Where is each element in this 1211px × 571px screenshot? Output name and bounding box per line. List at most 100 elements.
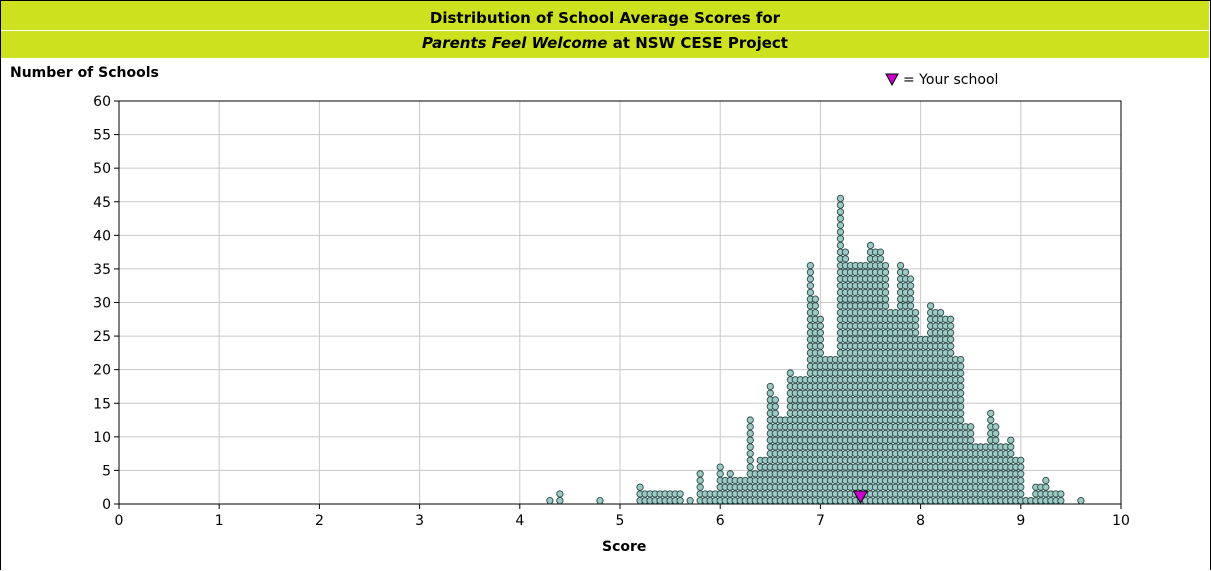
data-dot [836,228,845,236]
data-dot [967,429,975,438]
y-tick-label: 45 [93,195,111,211]
your-school-marker-icon [885,73,899,87]
data-dot [716,470,724,478]
data-dot [1057,497,1065,505]
data-dot [686,497,694,505]
y-tick-label: 40 [93,228,111,244]
data-dot [911,308,920,317]
x-tick-label: 8 [916,513,925,529]
data-dot [1017,476,1025,485]
x-tick-label: 9 [1016,513,1025,529]
data-dot [1057,490,1065,498]
chart-title-line-1: Distribution of School Average Scores fo… [429,9,781,27]
data-dot [746,423,754,431]
data-dot [947,342,955,350]
data-dot [957,403,965,411]
data-dot [1017,483,1025,491]
your-school-marker-triangle [852,490,869,504]
data-dot [911,315,920,323]
data-dot [957,416,965,424]
y-tick-label: 50 [93,161,111,177]
data-dot [957,362,965,370]
data-dot [992,423,1000,431]
plot-border [118,100,1122,505]
data-dot [806,288,814,297]
data-dot [746,456,754,464]
data-dot [746,429,754,438]
data-dot [947,349,955,357]
data-dot [1042,483,1050,491]
data-dot [556,497,564,505]
data-dot [836,221,845,229]
data-dot [881,282,890,290]
data-dot [881,268,890,276]
x-axis-label: Score [602,539,647,555]
data-dot [771,409,779,417]
chart-title-topic: Parents Feel Welcome [422,34,608,52]
data-dot [811,302,819,310]
data-dot [766,389,774,397]
legend-label: = Your school [903,72,999,88]
data-dot [786,369,794,377]
grid-lines [118,100,1122,505]
data-dot [746,463,754,471]
data-dot [746,450,754,458]
chart-title-line-2: Parents Feel Welcome at NSW CESE Project [1,34,1209,52]
data-dot [746,443,754,451]
data-dot [947,335,955,344]
data-dot [806,261,814,270]
data-dot [957,376,965,384]
x-tick-label: 5 [616,513,625,529]
data-dot [816,322,825,330]
data-dot [881,288,890,297]
data-dot [881,275,890,283]
data-dot [676,497,684,505]
y-tick-label: 0 [102,497,111,513]
data-dot [927,302,935,310]
data-dot [816,315,825,323]
data-dot [636,483,644,491]
data-dot [881,295,890,303]
x-tick-label: 0 [115,513,124,529]
data-dot [947,315,955,323]
data-dot [836,214,845,223]
y-tick-label: 60 [93,94,111,110]
data-dot [881,261,890,270]
data-dot [901,268,910,276]
y-tick-label: 20 [93,363,111,379]
data-dot [911,329,920,337]
data-dot [1017,470,1025,478]
data-dot [771,396,779,404]
data-dot [957,369,965,377]
data-dot [957,409,965,417]
y-tick-label: 55 [93,128,111,144]
chart-title-banner: Distribution of School Average Scores fo… [1,1,1209,58]
data-dot [1007,443,1015,451]
data-dot [881,302,890,310]
y-tick-label: 30 [93,296,111,312]
data-dot [1077,497,1085,505]
data-dot [836,208,845,216]
data-dot [947,322,955,330]
data-dot [906,302,915,310]
data-dot [1042,476,1050,485]
legend: = Your school [885,72,998,88]
data-dot [957,389,965,397]
data-dot [906,275,915,283]
data-dot [841,248,850,256]
data-dot [696,470,704,478]
x-tick-label: 4 [515,513,524,529]
data-dot [836,201,845,209]
data-dot [746,436,754,444]
data-dot [816,329,825,337]
data-dot [967,423,975,431]
data-dot [771,403,779,411]
data-dot [947,329,955,337]
data-dot [816,335,825,344]
banner-divider [1,30,1209,31]
data-dot [876,248,885,256]
data-dot [546,497,554,505]
data-dot [836,235,845,243]
data-dot [811,308,819,317]
